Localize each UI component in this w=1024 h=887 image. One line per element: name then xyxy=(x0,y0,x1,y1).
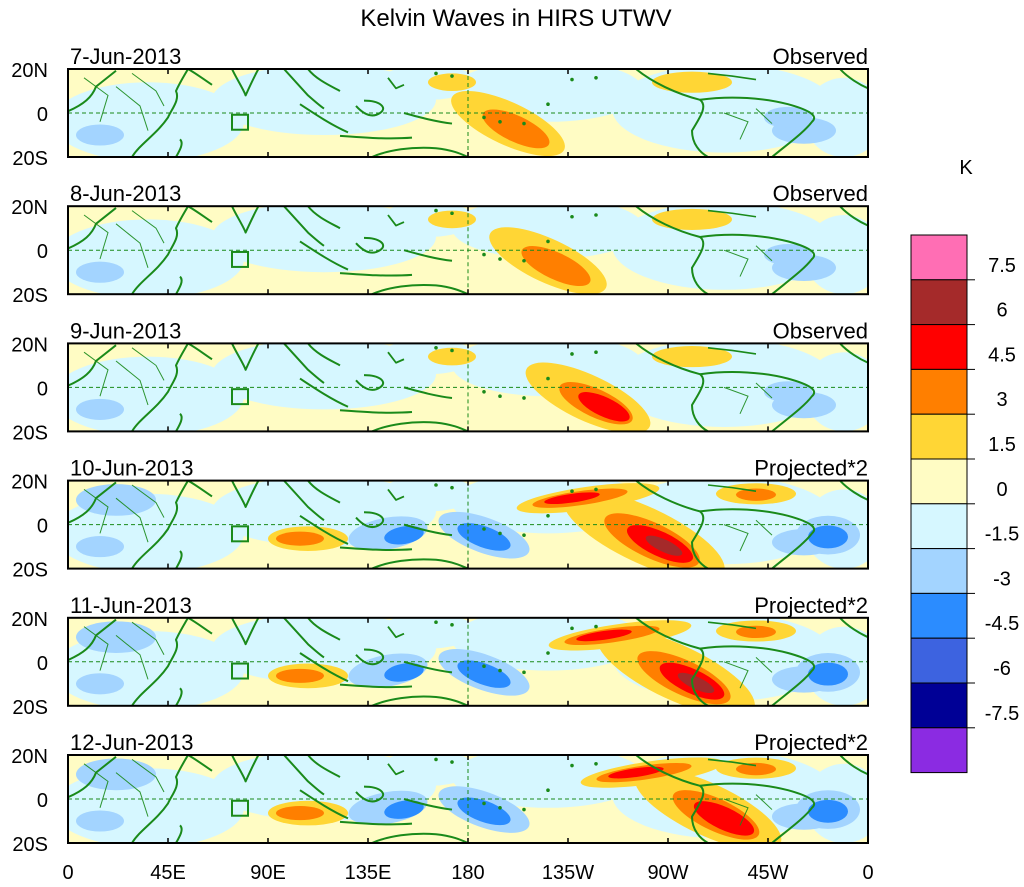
anomaly-map xyxy=(68,206,868,295)
colorbar-labels: 7.5 6 4.5 3 1.5 0 -1.5 -3 -4.5 -6 -7.5 xyxy=(967,255,1019,729)
colorbar-swatch xyxy=(910,279,968,326)
colorbar-swatch xyxy=(910,324,968,370)
y-tick-label: 20S xyxy=(12,834,48,856)
colorbar-level: 3 xyxy=(996,389,1007,411)
x-tick-label: 90W xyxy=(647,862,688,884)
y-tick-label: 0 xyxy=(37,516,48,538)
colorbar-unit: K xyxy=(959,157,973,179)
y-tick-label: 0 xyxy=(37,104,48,126)
colorbar-swatch xyxy=(910,413,968,460)
map-panel: 10-Jun-2013 Projected*2 20N 0 20S xyxy=(11,456,869,582)
colorbar-level: -7.5 xyxy=(985,703,1019,725)
y-tick-label: 20S xyxy=(12,422,48,444)
colorbar-level: 4.5 xyxy=(988,344,1016,366)
colorbar: K 7.5 6 4.5 3 1.5 0 -1.5 -3 -4.5 -6 -7.5 xyxy=(910,157,1019,774)
y-tick-label: 0 xyxy=(37,653,48,675)
colorbar-swatch xyxy=(910,548,968,594)
colorbar-swatch xyxy=(910,458,968,505)
x-tick-label: 180 xyxy=(451,862,484,884)
map-panel: 8-Jun-2013 Observed 20N 0 20S xyxy=(11,181,869,307)
map-panel: 11-Jun-2013 Projected*2 20N 0 20S xyxy=(11,593,869,719)
colorbar-level: -1.5 xyxy=(985,524,1019,546)
colorbar-swatch xyxy=(910,368,968,415)
y-tick-label: 0 xyxy=(37,790,48,812)
colorbar-level: 1.5 xyxy=(988,434,1016,456)
panel-label: Observed xyxy=(773,181,868,206)
y-tick-label: 20S xyxy=(12,285,48,307)
y-tick-label: 20N xyxy=(11,60,48,82)
panel-date: 10-Jun-2013 xyxy=(70,456,194,481)
x-tick-label: 135W xyxy=(542,862,594,884)
y-tick-label: 0 xyxy=(37,241,48,263)
colorbar-swatch xyxy=(910,503,968,550)
y-tick-label: 0 xyxy=(37,378,48,400)
panel-label: Projected*2 xyxy=(754,593,868,618)
y-tick-label: 20N xyxy=(11,746,48,768)
y-tick-label: 20N xyxy=(11,472,48,494)
x-tick-label: 0 xyxy=(862,862,873,884)
panel-label: Observed xyxy=(773,44,868,69)
panel-date: 9-Jun-2013 xyxy=(70,318,181,343)
colorbar-swatches xyxy=(910,234,968,774)
colorbar-level: -6 xyxy=(993,658,1011,680)
map-panel: 7-Jun-2013 Observed 20N 0 20S xyxy=(11,44,869,170)
y-tick-label: 20N xyxy=(11,609,48,631)
panel-label: Projected*2 xyxy=(754,456,868,481)
x-axis: 0 45E 90E 135E 180 135W 90W 45W 0 xyxy=(62,862,873,884)
anomaly-map xyxy=(68,617,868,706)
y-tick-label: 20N xyxy=(11,334,48,356)
figure-title: Kelvin Waves in HIRS UTWV xyxy=(360,5,671,32)
y-tick-label: 20N xyxy=(11,197,48,219)
colorbar-level: 7.5 xyxy=(988,255,1016,277)
colorbar-level: 6 xyxy=(996,300,1007,322)
x-tick-label: 135E xyxy=(345,862,392,884)
colorbar-level: -3 xyxy=(993,568,1011,590)
map-panel: 9-Jun-2013 Observed 20N 0 20S xyxy=(11,318,869,444)
anomaly-map xyxy=(68,69,868,157)
colorbar-swatch xyxy=(910,682,968,729)
map-panel: 12-Jun-2013 Projected*2 20N 0 20S xyxy=(11,730,869,856)
anomaly-map xyxy=(68,343,868,432)
anomaly-map xyxy=(68,755,868,843)
x-tick-label: 0 xyxy=(62,862,73,884)
panel-stack: 7-Jun-2013 Observed 20N 0 20S 8-Jun-2013 Obser… xyxy=(11,44,869,856)
anomaly-map xyxy=(68,480,868,569)
panel-label: Observed xyxy=(773,318,868,343)
panel-date: 12-Jun-2013 xyxy=(70,730,194,755)
colorbar-swatch xyxy=(910,637,968,684)
colorbar-level: 0 xyxy=(996,479,1007,501)
panel-label: Projected*2 xyxy=(754,730,868,755)
x-tick-label: 45W xyxy=(747,862,788,884)
colorbar-level: -4.5 xyxy=(985,613,1019,635)
colorbar-swatch xyxy=(910,592,968,639)
colorbar-swatch xyxy=(910,727,968,774)
x-tick-label: 45E xyxy=(150,862,186,884)
y-tick-label: 20S xyxy=(12,697,48,719)
panel-date: 7-Jun-2013 xyxy=(70,44,181,69)
y-tick-label: 20S xyxy=(12,148,48,170)
y-tick-label: 20S xyxy=(12,560,48,582)
panel-date: 11-Jun-2013 xyxy=(70,593,192,618)
x-tick-label: 90E xyxy=(250,862,286,884)
panel-date: 8-Jun-2013 xyxy=(70,181,181,206)
colorbar-swatch xyxy=(910,234,968,281)
